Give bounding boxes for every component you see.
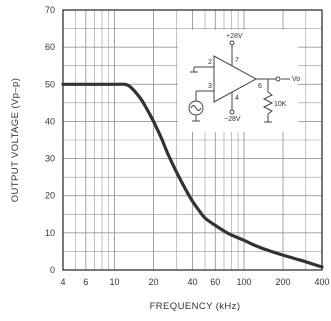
y-tick-label: 60 (45, 42, 55, 52)
x-tick-label: 20 (149, 277, 159, 287)
x-tick-label: 400 (314, 277, 329, 287)
y-tick-label: 40 (45, 116, 55, 126)
negative-supply-terminal (229, 109, 235, 115)
y-tick-label: 50 (45, 79, 55, 89)
load-resistor-symbol (262, 91, 274, 115)
x-tick-label: 6 (83, 277, 88, 287)
y-tick-label: 30 (45, 154, 55, 164)
y-tick-label: 10 (45, 228, 55, 238)
x-tick-label: 10 (110, 277, 120, 287)
load-resistor-label: 10K (274, 101, 287, 108)
x-axis-title: FREQUENCY (kHz) (150, 301, 241, 312)
y-axis-title: OUTPUT VOLTAGE (Vp–p) (10, 78, 21, 203)
tick-label-layer: 4 6 10 20 40 60 100 200 400 0 10 20 30 40 50 60 70 (45, 5, 330, 287)
pin-label-7: 7 (235, 57, 239, 64)
output-voltage-label: Vo (292, 76, 300, 83)
positive-supply-terminal (229, 40, 235, 46)
output-terminal (275, 76, 281, 82)
x-tick-label: 100 (237, 277, 252, 287)
data-series-line (61, 82, 324, 269)
pin-label-2: 2 (208, 59, 212, 66)
x-tick-label: 4 (60, 277, 65, 287)
pin-label-3: 3 (208, 83, 212, 90)
y-tick-label: 20 (45, 191, 55, 201)
circuit-schematic-inset (178, 30, 298, 132)
y-tick-label: 0 (50, 265, 55, 275)
negative-supply-label: −28V (224, 116, 241, 123)
x-tick-label: 40 (187, 277, 197, 287)
sine-wave-glyph (190, 105, 202, 111)
positive-supply-label: +28V (226, 33, 243, 40)
pin-label-6: 6 (258, 83, 262, 90)
x-tick-label: 60 (210, 277, 220, 287)
x-tick-label: 200 (276, 277, 291, 287)
op-amp-symbol (213, 55, 258, 103)
pin-label-4: 4 (235, 95, 239, 102)
y-tick-label: 70 (45, 5, 55, 15)
plot-frame (62, 9, 323, 271)
